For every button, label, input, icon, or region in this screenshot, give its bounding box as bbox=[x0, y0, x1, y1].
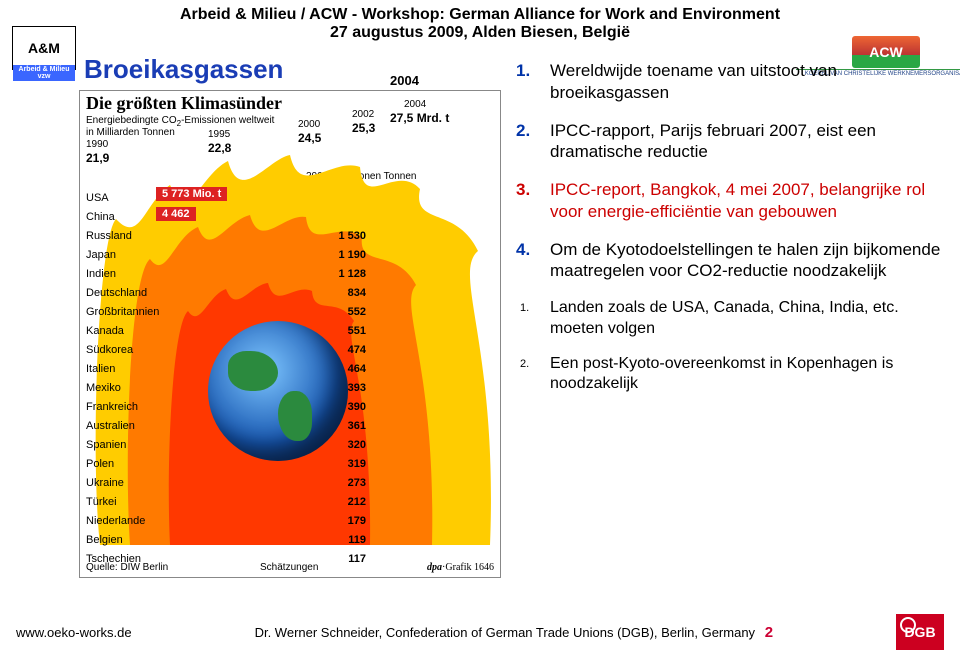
left-column: Broeikasgassen 2004 Die größten Klimasün… bbox=[80, 50, 506, 577]
am-logo-text: A&M bbox=[28, 40, 60, 56]
chart-note: Schätzungen bbox=[260, 562, 318, 573]
point-3: IPCC-report, Bangkok, 4 mei 2007, belang… bbox=[516, 179, 944, 223]
usa-bar: 5 773 Mio. t bbox=[156, 187, 227, 201]
chart-source: Quelle: DIW Berlin bbox=[86, 562, 168, 573]
country-list: USA China Russland Japan Indien Deutschl… bbox=[86, 189, 159, 569]
chart-credit: dpa·Grafik 1646 bbox=[427, 562, 494, 573]
year-2000: 2000 bbox=[298, 119, 320, 130]
footer-site: www.oeko-works.de bbox=[16, 625, 132, 640]
china-bar: 4 462 bbox=[156, 207, 196, 221]
year-1995: 1995 bbox=[208, 129, 230, 140]
subpoint-2: Een post-Kyoto-overeenkomst in Kopenhage… bbox=[516, 354, 944, 396]
year-1990: 1990 bbox=[86, 139, 108, 150]
am-logo-band: Arbeid & Milieu vzw bbox=[13, 65, 75, 81]
point-1: Wereldwijde toename van uitstoot van bro… bbox=[516, 60, 944, 104]
year-2002: 2002 bbox=[352, 109, 374, 120]
point-2: IPCC-rapport, Parijs februari 2007, eist… bbox=[516, 120, 944, 164]
acw-logo-text: ACW bbox=[869, 44, 902, 60]
val-2000: 24,5 bbox=[298, 131, 321, 145]
chart-title: Die größten Klimasünder bbox=[86, 93, 282, 114]
year-2004: 2004 bbox=[404, 99, 426, 110]
main-content: Broeikasgassen 2004 Die größten Klimasün… bbox=[0, 44, 960, 577]
val-1995: 22,8 bbox=[208, 141, 231, 155]
slide-footer: www.oeko-works.de Dr. Werner Schneider, … bbox=[0, 614, 960, 650]
val-2002: 25,3 bbox=[352, 121, 375, 135]
header-line2: 27 augustus 2009, Alden Biesen, België bbox=[10, 24, 950, 42]
chart-unit: in Milliarden Tonnen bbox=[86, 127, 175, 138]
header-line1: Arbeid & Milieu / ACW - Workshop: German… bbox=[10, 6, 950, 24]
footer-citation: Dr. Werner Schneider, Confederation of G… bbox=[255, 624, 773, 641]
main-points: Wereldwijde toename van uitstoot van bro… bbox=[516, 60, 944, 282]
am-logo: A&M Arbeid & Milieu vzw bbox=[12, 26, 76, 70]
page-number: 2 bbox=[765, 624, 773, 641]
year-tag-2004: 2004 bbox=[390, 73, 419, 88]
am-logo-block: A&M Arbeid & Milieu vzw bbox=[12, 26, 76, 70]
sub-points: Landen zoals de USA, Canada, China, Indi… bbox=[516, 298, 944, 395]
subpoint-1: Landen zoals de USA, Canada, China, Indi… bbox=[516, 298, 944, 340]
left-title: Broeikasgassen bbox=[84, 54, 506, 85]
value-list: 1 530 1 190 1 128 834 552 551 474 464 39… bbox=[316, 227, 366, 569]
climate-chart: 2004 Die größten Klimasünder Energiebedi… bbox=[80, 91, 500, 577]
dgb-logo: DGB bbox=[896, 614, 944, 650]
slide-header: Arbeid & Milieu / ACW - Workshop: German… bbox=[0, 0, 960, 44]
point-4: Om de Kyotodoelstellingen te halen zijn … bbox=[516, 239, 944, 283]
right-column: Wereldwijde toename van uitstoot van bro… bbox=[516, 50, 944, 577]
val-2004: 27,5 Mrd. t bbox=[390, 111, 449, 125]
